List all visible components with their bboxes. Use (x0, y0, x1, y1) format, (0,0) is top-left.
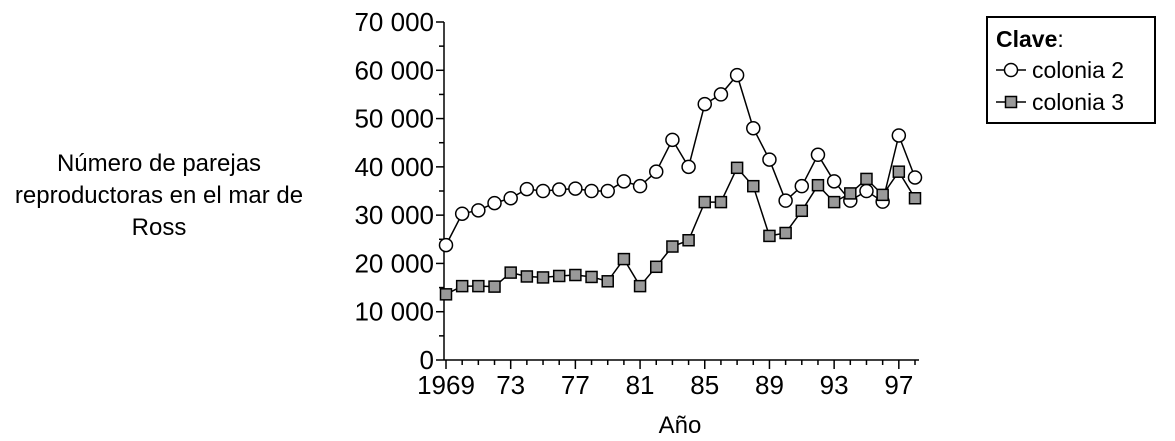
data-point-square (666, 240, 679, 253)
series-line-colonia-2 (445, 73, 916, 246)
data-point-circle (697, 96, 713, 112)
data-point-circle (503, 190, 518, 206)
legend-label-colonia-3: colonia 3 (1032, 89, 1125, 115)
x-tick-label: 89 (755, 370, 784, 400)
data-point-square (908, 191, 922, 205)
x-tick-label: 93 (820, 370, 849, 400)
y-tick-label: 30 000 (354, 200, 434, 230)
data-point-square (585, 270, 598, 284)
x-tick-label: 85 (690, 370, 719, 400)
data-point-square (844, 187, 857, 200)
data-point-square (439, 288, 453, 301)
data-point-square (892, 165, 906, 178)
data-point-square (649, 260, 663, 274)
x-axis-label: Año (659, 412, 702, 439)
data-point-square (536, 271, 550, 284)
data-point-circle (778, 193, 793, 208)
data-point-circle (438, 237, 454, 253)
data-point-circle (600, 183, 615, 199)
x-tick-label: 97 (884, 370, 913, 400)
data-point-circle (729, 67, 745, 83)
circle-marker-icon (996, 62, 1026, 78)
data-point-square (779, 226, 792, 240)
data-point-square (827, 195, 841, 209)
data-point-circle (891, 128, 907, 143)
data-point-circle (665, 132, 680, 148)
tick-labels: 0 10 000 20 000 30 000 40 000 50 000 60 000 70 … (354, 7, 913, 400)
square-marker-icon (996, 95, 1026, 109)
y-tick-label: 0 (420, 345, 434, 375)
data-point-circle (746, 120, 761, 136)
legend-title-row: Clave: (996, 24, 1146, 54)
data-point-square (488, 280, 501, 293)
legend: Clave: colonia 2 colonia 3 (986, 16, 1156, 124)
data-point-square (730, 161, 744, 175)
data-point-square (569, 268, 582, 282)
data-point-circle (519, 181, 535, 197)
y-tick-label: 40 000 (354, 152, 434, 182)
data-point-circle (794, 178, 810, 194)
data-point-square (633, 279, 647, 293)
data-point-circle (471, 203, 486, 218)
y-tick-label: 50 000 (354, 104, 434, 134)
data-point-square (698, 195, 712, 209)
y-tick-label: 70 000 (354, 7, 434, 37)
data-point-circle (810, 147, 826, 163)
data-point-square (617, 252, 631, 266)
data-point-circle (487, 195, 502, 211)
x-tick-label: 81 (626, 370, 655, 400)
y-tick-label: 20 000 (354, 248, 434, 278)
data-point-square (763, 229, 776, 243)
data-point-square (876, 188, 889, 202)
legend-label-colonia-2: colonia 2 (1032, 57, 1125, 83)
legend-title: Clave (996, 26, 1058, 52)
data-point-circle (616, 174, 632, 189)
y-tick-label: 10 000 (354, 297, 434, 327)
data-point-circle (584, 183, 599, 199)
data-point-circle (535, 183, 551, 199)
x-tick-label: 1969 (417, 370, 475, 400)
data-point-circle (551, 182, 567, 197)
data-point-circle (568, 181, 583, 196)
data-point-circle (859, 183, 874, 199)
y-tick-label: 60 000 (354, 55, 434, 85)
data-point-circle (762, 152, 777, 167)
data-point-square (811, 178, 825, 192)
chart-axes (436, 21, 919, 369)
data-point-circle (648, 164, 664, 179)
data-point-square (472, 279, 485, 293)
y-axis-label: Número de parejas reproductoras en el ma… (14, 150, 304, 241)
legend-item-colonia-3: colonia 3 (996, 86, 1146, 118)
data-point-square (520, 270, 534, 283)
data-point-circle (681, 159, 696, 175)
chart-series (438, 67, 923, 301)
data-point-circle (907, 170, 923, 185)
x-tick-label: 73 (496, 370, 525, 400)
data-point-square (455, 279, 469, 293)
data-point-square (860, 172, 873, 186)
data-point-square (714, 195, 728, 209)
data-point-square (601, 275, 614, 288)
x-tick-label: 77 (561, 370, 590, 400)
data-point-circle (632, 178, 648, 194)
legend-item-colonia-2: colonia 2 (996, 54, 1146, 86)
data-point-circle (454, 206, 470, 221)
data-point-circle (826, 174, 842, 189)
data-point-square (747, 179, 760, 193)
legend-title-colon: : (1057, 26, 1064, 52)
data-point-square (682, 234, 695, 247)
data-point-square (552, 269, 566, 283)
data-point-circle (713, 87, 729, 102)
data-point-square (795, 204, 809, 218)
data-point-square (504, 266, 517, 279)
